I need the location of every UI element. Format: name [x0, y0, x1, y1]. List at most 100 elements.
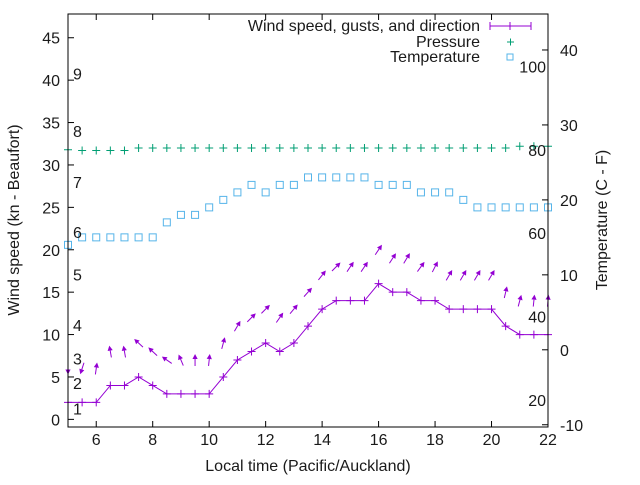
temperature-point — [487, 203, 496, 212]
arrow-head-icon — [235, 320, 241, 327]
arrow-shaft — [374, 248, 380, 256]
pressure-point — [388, 143, 397, 152]
temperature-point — [106, 233, 115, 242]
arrow-head-icon — [178, 354, 183, 361]
legend: Wind speed, gusts, and direction Pressur… — [248, 18, 532, 66]
wind-speed-point — [515, 330, 524, 339]
gust-direction-arrow — [275, 312, 284, 323]
wind-speed-point — [487, 305, 496, 314]
wind-speed-point — [176, 389, 185, 398]
wind-speed-point — [162, 389, 171, 398]
pressure-point — [360, 143, 369, 152]
pressure-point — [501, 143, 510, 152]
arrow-shaft — [459, 274, 465, 281]
wind-speed-point — [247, 347, 256, 356]
gust-direction-arrow — [346, 261, 354, 272]
beaufort-label: 1 — [73, 401, 82, 418]
temperature-point — [148, 233, 157, 242]
wind-speed-point — [445, 305, 454, 314]
arrow-head-icon — [503, 286, 509, 292]
wind-speed-point — [332, 296, 341, 305]
temperature-point — [515, 203, 524, 212]
temperature-point — [261, 188, 270, 197]
wind-speed-point — [78, 398, 87, 407]
gust-direction-arrow — [503, 286, 509, 299]
wind-speed-point — [318, 305, 327, 314]
gust-direction-arrow — [178, 354, 184, 366]
wind-speed-point — [402, 288, 411, 297]
temperature-point — [304, 173, 312, 182]
arrow-shaft — [303, 291, 310, 297]
arrow-shaft — [180, 358, 184, 366]
temperature-point — [219, 195, 228, 204]
pressure-point — [92, 146, 101, 155]
y-tick-label: 30 — [42, 158, 60, 175]
x-tick-label: 6 — [92, 432, 101, 449]
wind-speed-point — [346, 296, 355, 305]
y-tick-label: 25 — [42, 200, 60, 217]
gust-direction-arrow — [531, 294, 537, 307]
arrow-head-icon — [79, 368, 85, 375]
pressure-point — [205, 143, 214, 152]
arrow-shaft — [360, 265, 366, 272]
beaufort-label: 6 — [73, 225, 82, 242]
arrow-head-icon — [517, 294, 523, 301]
arrow-head-icon — [121, 345, 127, 351]
y2-tick-label: -10 — [560, 418, 583, 435]
beaufort-label: 5 — [73, 267, 82, 284]
pressure-point — [332, 143, 341, 152]
pressure-point — [247, 143, 256, 152]
pressure-point — [162, 143, 171, 152]
arrow-head-icon — [376, 244, 382, 251]
wind-speed-point — [233, 356, 242, 365]
y2-tick-label: 0 — [560, 343, 569, 360]
wind-speed-point — [106, 381, 115, 390]
plot-marks — [64, 142, 552, 407]
legend-label-temperature: Temperature — [390, 49, 480, 66]
temperature-point — [205, 203, 214, 212]
gust-direction-arrow — [93, 362, 99, 375]
arrow-head-icon — [447, 270, 453, 276]
arrow-head-icon — [335, 262, 341, 268]
pressure-point — [459, 143, 468, 152]
arrow-head-icon — [320, 270, 326, 277]
pressure-point — [487, 143, 496, 152]
wind-speed-point — [304, 322, 312, 331]
temperature-point — [360, 173, 369, 182]
gust-direction-arrow — [289, 304, 298, 315]
pressure-point — [261, 143, 270, 152]
arrow-shaft — [318, 274, 324, 281]
y-tick-label: 45 — [42, 31, 60, 48]
pressure-point — [402, 143, 411, 152]
temperature-point — [233, 188, 242, 197]
arrow-head-icon — [391, 253, 396, 259]
arrow-head-icon — [306, 287, 313, 294]
arrow-shaft — [346, 265, 352, 272]
fahrenheit-label: 60 — [528, 226, 546, 243]
pressure-point — [374, 143, 383, 152]
arrow-head-icon — [362, 261, 368, 268]
arrow-head-icon — [433, 261, 438, 268]
legend-swatch-temperature — [506, 53, 514, 61]
gust-direction-arrow — [360, 261, 368, 272]
wind-speed-point — [473, 305, 482, 314]
arrow-head-icon — [405, 253, 410, 259]
pressure-point — [148, 143, 157, 152]
pressure-point — [445, 143, 454, 152]
arrow-shaft — [261, 308, 267, 314]
arrow-shaft — [389, 257, 394, 264]
legend-swatch-pressure — [507, 38, 514, 46]
gust-direction-arrow — [331, 262, 341, 272]
temperature-point — [318, 173, 327, 182]
pressure-point — [304, 143, 312, 152]
arrow-head-icon — [264, 304, 270, 311]
x-tick-label: 8 — [148, 432, 157, 449]
arrow-head-icon — [161, 356, 168, 362]
pressure-point — [318, 143, 327, 152]
pressure-point — [529, 142, 538, 151]
beaufort-label: 4 — [73, 318, 82, 335]
gust-direction-arrow — [134, 338, 144, 348]
arrow-shaft — [532, 299, 535, 307]
wind-speed-point — [92, 398, 101, 407]
pressure-point — [191, 143, 200, 152]
